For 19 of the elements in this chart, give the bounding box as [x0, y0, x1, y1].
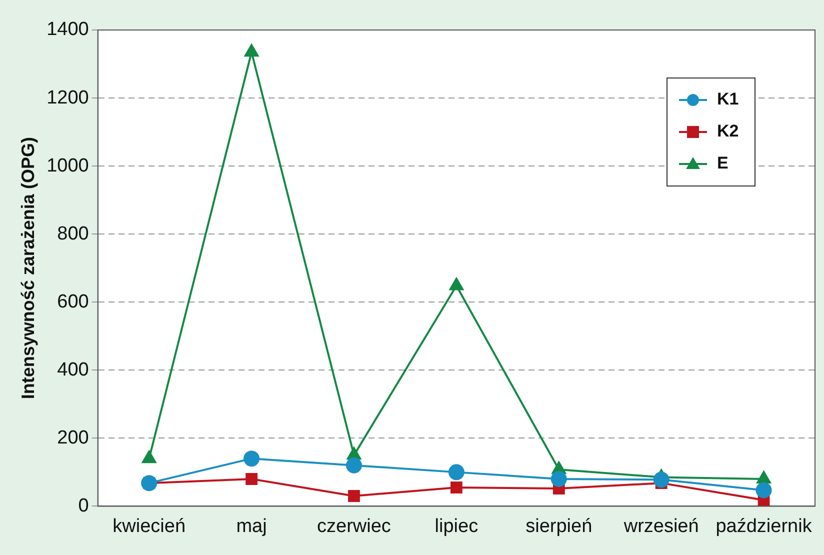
x-tick-label: czerwiec: [317, 516, 391, 537]
y-tick-label: 400: [57, 359, 89, 380]
y-tick-label: 0: [78, 495, 89, 516]
y-tick-label: 200: [57, 427, 89, 448]
x-tick-label: kwiecień: [112, 516, 186, 537]
legend-label: E: [717, 154, 728, 173]
x-tick-label: lipiec: [434, 516, 478, 537]
x-tick-label: sierpień: [526, 516, 592, 537]
y-tick-label: 1200: [46, 87, 89, 108]
x-tick-label: wrzesień: [622, 516, 699, 537]
x-tick-label: październik: [716, 516, 812, 537]
y-tick-label: 1000: [46, 155, 89, 176]
legend-label: K1: [717, 90, 739, 109]
y-tick-label: 800: [57, 223, 89, 244]
y-axis-title: Intensywność zarażenia (OPG): [18, 137, 38, 400]
legend-label: K2: [717, 122, 739, 141]
x-tick-label: maj: [236, 516, 267, 537]
y-tick-label: 1400: [46, 19, 89, 40]
y-tick-label: 600: [57, 291, 89, 312]
